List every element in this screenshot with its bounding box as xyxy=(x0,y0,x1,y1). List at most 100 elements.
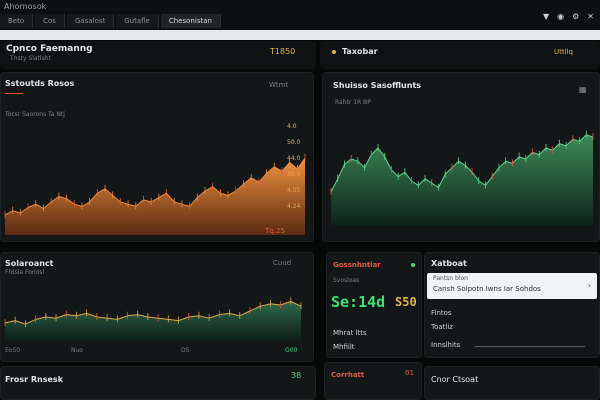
panel2-line-segment xyxy=(330,178,339,193)
panel1-accent-rule xyxy=(5,93,23,94)
panel4-status-dot xyxy=(411,263,415,267)
panel4-label-1: Mhrat ltts xyxy=(333,329,367,337)
panel3-line-segment xyxy=(96,316,108,319)
tab-chesonistan[interactable]: Chesonistan xyxy=(160,14,221,28)
panel2-line-segment xyxy=(377,147,386,158)
panel2-line-segment xyxy=(579,134,587,142)
panel1-line-segment xyxy=(143,199,152,203)
panel5-divider xyxy=(475,346,585,347)
panel-rosos: Sstoutds Rosos Wtmt Tocsr Saorons Ta Ntj… xyxy=(0,72,314,242)
panel3-line-segment xyxy=(198,315,210,319)
panel3-area-chart xyxy=(4,297,302,341)
panel1-line-segment xyxy=(174,201,183,205)
panel1-line-segment xyxy=(266,166,275,174)
panel3-line-segment xyxy=(178,316,189,322)
panel1-line-segment xyxy=(104,188,114,196)
panel3-line-segment xyxy=(147,316,159,319)
page-subtitle: Tnsty Slatlsht xyxy=(10,55,51,62)
panel3-line-segment xyxy=(260,303,271,307)
panel5-card-title: Pantsn blon xyxy=(433,275,468,282)
browser-chrome: Ahornosok Beto Cos Gasalost Gutafle Ches… xyxy=(0,0,600,40)
panel3-line-segment xyxy=(280,300,291,306)
tab-beto[interactable]: Beto xyxy=(0,14,34,28)
header-right-label: Taxobar xyxy=(342,47,378,56)
tab-gasalost[interactable]: Gasalost xyxy=(66,14,115,28)
panel2-line-segment xyxy=(391,169,399,177)
grid-icon[interactable]: ▦ xyxy=(579,85,587,94)
panel1-tag[interactable]: Wtmt xyxy=(269,81,289,89)
panel2-line-segment xyxy=(438,174,446,188)
panel2-line-segment xyxy=(364,154,372,169)
panel1-line-segment xyxy=(181,203,190,207)
panel1-line-segment xyxy=(112,195,121,203)
panel2-line-segment xyxy=(565,138,574,147)
panel5-row-1[interactable]: Fintos xyxy=(431,309,452,317)
panel1-line-segment xyxy=(196,190,206,198)
panel5-row-2[interactable]: Toatliz xyxy=(431,323,453,331)
panel-ctsoat: Cnor Ctsoat xyxy=(424,366,600,400)
header-right: Taxobar Uttllq xyxy=(320,41,600,69)
panel3-sub: Fhtsla Fonosl xyxy=(5,269,45,276)
chevron-right-icon[interactable]: › xyxy=(587,281,591,290)
panel2-line-segment xyxy=(485,176,493,186)
panel3-line-segment xyxy=(45,316,57,319)
header-value: T1850 xyxy=(270,47,296,56)
panel3-line-segment xyxy=(239,310,251,317)
header-right-value[interactable]: Uttllq xyxy=(554,48,573,56)
panel1-line-segment xyxy=(243,177,252,185)
panel5-card[interactable]: Pantsn blon Cansh Solpotn Iwns Iar Sohdo… xyxy=(427,273,597,299)
close-icon[interactable]: ✕ xyxy=(587,12,594,21)
panel5-row-3[interactable]: Innslhits xyxy=(431,341,461,349)
panel1-line-segment xyxy=(289,162,298,170)
panel2-line-segment xyxy=(518,156,526,160)
panel3-line-segment xyxy=(35,316,46,320)
panel-sasofflunts: Shuisso Sasofflunts Rahtr 1R BP ▦ xyxy=(322,72,600,242)
panel2-sub: Rahtr 1R BP xyxy=(335,99,371,106)
panel2-line-segment xyxy=(350,158,359,162)
panel1-line-segment xyxy=(43,201,52,209)
panel3-line-segment xyxy=(117,315,128,320)
panel2-line-segment xyxy=(458,160,466,167)
panel3-line-segment xyxy=(86,312,98,318)
panel2-line-segment xyxy=(384,156,392,171)
panel1-axis-3: 30.0 xyxy=(287,171,301,178)
panel1-axis-5: 4.24 xyxy=(287,203,301,210)
bell-icon[interactable]: ◉ xyxy=(557,12,565,21)
panel2-line-segment xyxy=(572,138,580,142)
panel-corrhatt: Corrhatt 01 xyxy=(324,362,422,400)
gear-icon[interactable]: ⚙ xyxy=(572,12,580,21)
panel1-line-segment xyxy=(150,197,160,203)
panel3-line-segment xyxy=(229,312,240,317)
panel2-title: Shuisso Sasofflunts xyxy=(333,81,422,90)
panel2-line-segment xyxy=(424,178,433,184)
panel3-line-segment xyxy=(15,320,26,325)
panel2-line-segment xyxy=(411,180,419,186)
panel3-line-segment xyxy=(158,317,169,320)
chrome-icons: ▼ ◉ ⚙ ✕ xyxy=(543,12,594,21)
panel2-line-segment xyxy=(404,171,413,182)
address-bar[interactable] xyxy=(0,30,600,40)
panel5-title: Xatboat xyxy=(431,259,467,268)
panel2-line-segment xyxy=(370,147,379,155)
wifi-icon[interactable]: ▼ xyxy=(542,12,550,21)
panel5-card-text: Cansh Solpotn Iwns Iar Sohdos xyxy=(433,285,541,293)
tab-cos[interactable]: Cos xyxy=(35,14,65,28)
panel2-line-segment xyxy=(417,178,426,186)
panel2-line-segment xyxy=(451,160,459,169)
panel-gossnhntiar: Gossnhntiar Svosloas Se:14d S50 Mhrat lt… xyxy=(326,252,422,358)
panel8-title: Cnor Ctsoat xyxy=(431,375,479,384)
panel-xatboat: Xatboat Pantsn blon Cansh Solpotn Iwns I… xyxy=(424,252,600,358)
tab-gutafle[interactable]: Gutafle xyxy=(116,14,159,28)
panel1-line-segment xyxy=(250,177,260,183)
panel1-line-segment xyxy=(20,207,29,214)
panel2-line-segment xyxy=(478,180,486,186)
panel2-line-segment xyxy=(552,143,560,151)
panel3-line-segment xyxy=(4,320,16,324)
panel3-foot-3: G00 xyxy=(285,347,298,354)
window-title: Ahornosok xyxy=(4,2,47,11)
panel3-foot-2: D5 xyxy=(181,347,190,354)
panel3-tag[interactable]: Cuud xyxy=(273,259,292,267)
panel1-line-segment xyxy=(50,196,60,203)
panel1-area-chart xyxy=(4,154,306,235)
panel4-title: Gossnhntiar xyxy=(333,261,381,269)
